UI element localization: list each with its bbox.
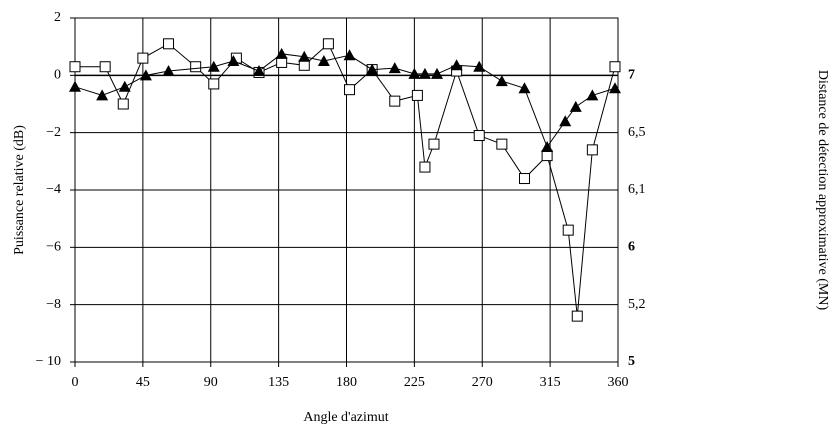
y2-tick-label: 7 [628,68,635,83]
x-tick-label: 135 [268,375,289,390]
triangle-marker [431,67,443,79]
square-marker [117,98,129,110]
triangle-marker [343,49,356,61]
y2-tick-label: 6,1 [628,182,646,197]
x-axis-label: Angle d'azimut [303,410,388,425]
triangle-marker [518,82,531,94]
square-marker [322,38,334,50]
triangle-marker [473,60,486,72]
triangle-marker [388,62,401,74]
triangle-marker [253,65,266,77]
y-tick-label: −8 [46,297,61,312]
triangle-marker [162,65,175,77]
square-marker [344,84,356,96]
triangle-marker [608,82,621,94]
y-tick-label: −4 [46,182,61,197]
y2-tick-label: 6 [628,240,635,255]
triangle-marker [408,67,421,79]
square-marker [541,150,553,162]
triangle-marker [275,47,288,59]
x-tick-label: 90 [204,375,218,390]
triangle-marker [495,75,508,87]
square-marker [609,61,621,73]
square-marker [163,38,175,50]
y-tick-label: 0 [54,68,61,83]
square-marker [99,61,111,73]
triangle-marker [139,69,152,81]
triangle-marker [569,100,582,112]
square-marker [298,59,310,71]
square-marker [586,144,598,156]
triangle-marker [298,50,311,62]
x-tick-label: 225 [404,375,425,390]
y-axis-label: Puissance relative (dB) [12,125,27,255]
x-tick-label: 360 [608,375,629,390]
square-marker [562,224,574,236]
y2-tick-label: 5 [628,354,635,369]
triangle-marker [69,80,81,92]
triangle-marker [317,55,330,66]
y-tick-label: −6 [46,240,61,255]
square-marker [518,173,530,185]
x-tick-label: 45 [136,375,150,390]
y-tick-label: − 10 [36,354,61,369]
triangle-marker [586,89,599,101]
triangle-marker [207,60,220,72]
triangle-marker [366,63,379,75]
series-line [74,53,616,149]
square-marker [69,61,81,73]
y2-axis-label: Distance de détection approximative (MN) [815,70,830,311]
square-marker [190,61,202,73]
y-tick-label: −2 [46,125,61,140]
square-marker [208,78,220,90]
triangle-marker [418,67,431,79]
square-marker [496,138,508,150]
square-marker [389,95,401,107]
x-tick-label: 0 [72,375,79,390]
triangle-marker [227,55,240,66]
x-tick-label: 270 [472,375,493,390]
square-marker [419,161,431,173]
square-marker [411,89,423,101]
x-tick-label: 180 [336,375,357,390]
square-marker [428,138,440,150]
square-marker [276,56,288,68]
triangle-marker [541,141,554,152]
y2-tick-label: 5,2 [628,297,646,312]
y2-tick-label: 6,5 [628,125,646,140]
triangle-marker [118,80,131,92]
square-marker [137,52,149,64]
x-tick-label: 315 [540,375,561,390]
triangle-marker [559,115,572,127]
square-marker [473,130,485,142]
square-marker [571,310,583,322]
y-tick-label: 2 [54,10,61,25]
triangle-marker [96,89,109,101]
triangle-marker [450,59,463,71]
